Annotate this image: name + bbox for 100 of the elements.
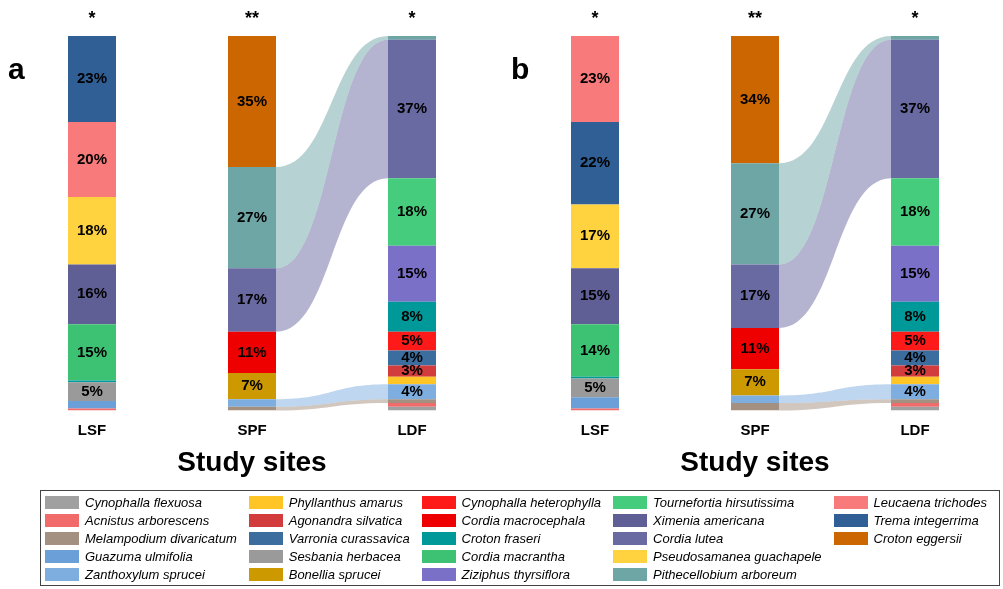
x-axis-title: Study sites: [680, 445, 830, 477]
data-label: 11%: [740, 338, 770, 356]
bar: [68, 401, 116, 409]
legend-label: Phyllanthus amarus: [288, 494, 403, 510]
data-label: 8%: [904, 306, 926, 324]
data-label: 11%: [237, 342, 267, 360]
text: *: [911, 7, 919, 28]
bar: [891, 376, 939, 385]
bar: [731, 328, 779, 370]
legend-label: Ziziphus thyrsiflora: [461, 566, 570, 582]
bar: [731, 264, 779, 329]
data-label: 20%: [76, 149, 108, 167]
data-label: 17%: [739, 286, 771, 304]
bar: [891, 245, 939, 302]
data-label: 18%: [76, 220, 108, 238]
text: a: [8, 52, 25, 86]
bar: [891, 39, 939, 179]
bar: [228, 36, 276, 168]
data-label: 18%: [899, 202, 931, 220]
bar: [891, 402, 939, 407]
data-label: 7%: [241, 376, 263, 394]
legend-label: Agonandra silvatica: [288, 512, 403, 528]
bar: [388, 399, 436, 403]
bar: [388, 39, 436, 179]
data-label: 37%: [899, 99, 931, 117]
data-label: 8%: [401, 306, 423, 324]
data-label: 5%: [584, 378, 606, 396]
bar: [228, 331, 276, 373]
data-label: 34%: [739, 89, 771, 107]
bar: [571, 122, 619, 205]
data-label: 5%: [904, 331, 926, 349]
bar: [388, 245, 436, 302]
legend-label: Acnistus arborescens: [85, 512, 210, 528]
text: *: [88, 7, 96, 28]
bar: [388, 376, 436, 385]
x-tick-label: LDF: [900, 420, 930, 438]
legend-label: Trema integerrima: [873, 512, 979, 528]
legend-label: Sesbania herbacea: [288, 548, 401, 564]
legend-label: Cordia macrantha: [461, 548, 565, 564]
data-label: 27%: [236, 207, 268, 225]
data-label: 17%: [236, 290, 268, 308]
data-label: 7%: [744, 372, 766, 390]
data-label: 27%: [739, 203, 771, 221]
data-label: 15%: [396, 263, 428, 281]
bar: [68, 264, 116, 325]
legend-label: Pseudosamanea guachapele: [653, 548, 822, 564]
legend-label: Croton fraseri: [461, 530, 541, 546]
bar: [68, 324, 116, 381]
bar: [68, 36, 116, 123]
data-label: 22%: [579, 153, 611, 171]
legend-label: Leucaena trichodes: [873, 494, 987, 510]
x-tick-label: SPF: [237, 420, 267, 438]
data-label: 5%: [401, 331, 423, 349]
legend-label: Ximenia americana: [653, 512, 765, 528]
bar: [891, 399, 939, 403]
bar: [571, 204, 619, 269]
bar: [891, 36, 939, 40]
bar: [731, 163, 779, 265]
legend-label: Tournefortia hirsutissima: [653, 494, 795, 510]
bar: [228, 167, 276, 269]
bar: [571, 268, 619, 325]
text: **: [244, 7, 260, 28]
data-label: 23%: [76, 69, 108, 87]
legend-label: Bonellia sprucei: [288, 566, 381, 582]
data-label: 15%: [76, 342, 108, 360]
x-tick-label: SPF: [740, 420, 770, 438]
text: *: [591, 7, 599, 28]
data-label: 16%: [76, 284, 108, 302]
text: **: [747, 7, 763, 28]
legend-label: Cynophalla heterophylla: [461, 494, 602, 510]
legend-label: Croton eggersii: [873, 530, 962, 546]
data-label: 14%: [579, 340, 611, 358]
bar: [571, 324, 619, 377]
bar: [571, 36, 619, 123]
data-label: 15%: [579, 286, 611, 304]
legend-label: Guazuma ulmifolia: [85, 548, 193, 564]
data-label: 17%: [579, 226, 611, 244]
data-label: 23%: [579, 69, 611, 87]
bar: [388, 36, 436, 40]
x-tick-label: LSF: [580, 420, 610, 438]
text: *: [408, 7, 416, 28]
bar: [891, 178, 939, 246]
legend-label: Cordia macrocephala: [461, 512, 586, 528]
text: b: [511, 52, 530, 86]
legend-label: Melampodium divaricatum: [85, 530, 237, 546]
data-label: 18%: [396, 202, 428, 220]
data-label: 35%: [236, 91, 268, 109]
legend-label: Varronia curassavica: [288, 530, 410, 546]
x-tick-label: LDF: [397, 420, 427, 438]
legend-label: Zanthoxylum sprucei: [85, 566, 205, 582]
bar: [68, 196, 116, 265]
legend-label: Cordia lutea: [653, 530, 724, 546]
data-label: 5%: [81, 381, 103, 399]
bar: [68, 122, 116, 197]
data-label: 4%: [904, 381, 926, 399]
bar: [571, 397, 619, 409]
bar: [388, 178, 436, 246]
bar: [731, 36, 779, 164]
bar: [228, 268, 276, 332]
legend-label: Pithecellobium arboreum: [653, 566, 797, 582]
